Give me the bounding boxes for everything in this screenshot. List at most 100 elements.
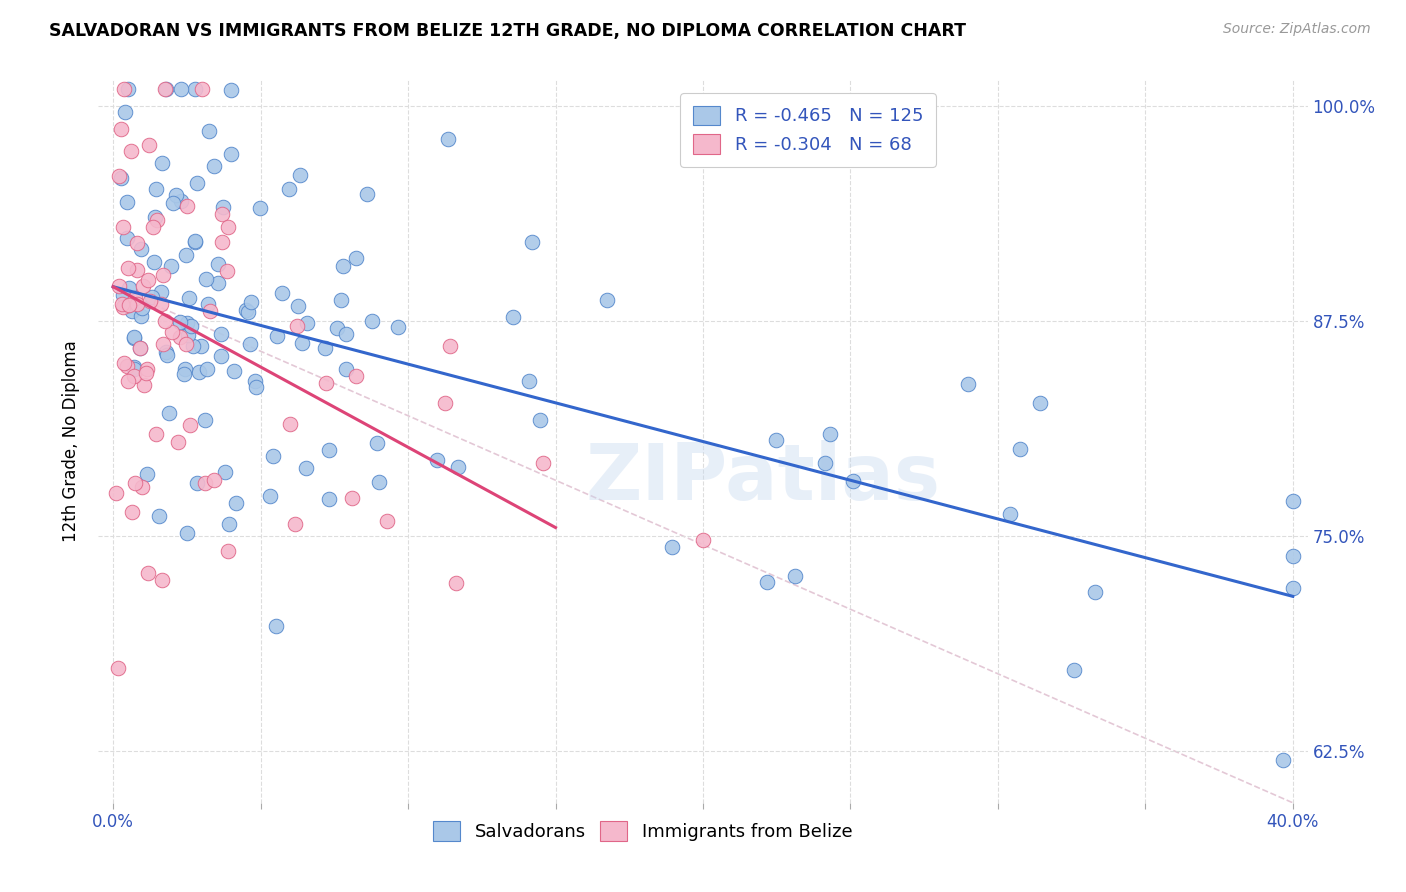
Point [502,310,524,324]
Point [176,199,198,213]
Point [121,304,143,318]
Point [129,342,152,356]
Point [1029,396,1052,410]
Point [176,328,198,343]
Point [335,362,357,376]
Point [239,337,262,351]
Point [330,293,353,307]
Point [136,273,159,287]
Point [332,259,354,273]
Point [285,318,308,333]
Point [294,461,316,475]
Point [184,82,207,96]
Point [153,314,176,328]
Point [235,302,257,317]
Point [146,212,169,227]
Point [122,331,145,345]
Point [361,314,384,328]
Point [149,285,172,299]
Point [1272,753,1295,767]
Point [367,475,389,490]
Point [155,345,177,359]
Point [211,235,233,249]
Point [124,291,146,305]
Point [169,315,191,329]
Point [132,279,155,293]
Point [117,82,139,96]
Point [437,132,460,146]
Point [195,272,218,286]
Point [340,491,363,505]
Point [207,257,229,271]
Point [143,210,166,224]
Point [122,359,145,374]
Point [157,406,180,420]
Point [135,366,157,380]
Point [215,264,238,278]
Text: Source: ZipAtlas.com: Source: ZipAtlas.com [1223,22,1371,37]
Point [115,359,138,374]
Point [1282,494,1305,508]
Point [202,159,225,173]
Point [197,296,219,310]
Point [209,327,232,342]
Point [245,380,267,394]
Point [173,362,195,376]
Point [148,508,170,523]
Point [998,507,1021,521]
Point [335,327,357,342]
Point [108,169,131,184]
Point [814,456,837,470]
Point [344,368,367,383]
Point [141,290,163,304]
Point [156,348,179,362]
Y-axis label: 12th Grade, No Diploma: 12th Grade, No Diploma [62,341,80,542]
Point [315,376,337,390]
Point [217,220,239,235]
Text: SALVADORAN VS IMMIGRANTS FROM BELIZE 12TH GRADE, NO DIPLOMA CORRELATION CHART: SALVADORAN VS IMMIGRANTS FROM BELIZE 12T… [49,22,966,40]
Point [271,285,294,300]
Point [142,219,165,234]
Point [170,82,193,96]
Point [211,206,233,220]
Point [153,82,176,96]
Point [131,301,153,315]
Point [135,467,157,481]
Legend: Salvadorans, Immigrants from Belize: Salvadorans, Immigrants from Belize [426,814,859,848]
Point [190,82,212,96]
Point [112,288,135,302]
Point [122,362,145,376]
Point [692,533,714,547]
Point [957,376,980,391]
Point [162,195,184,210]
Point [125,235,148,250]
Point [152,268,174,283]
Point [198,304,221,318]
Point [356,186,378,201]
Point [284,516,307,531]
Point [169,330,191,344]
Point [314,342,336,356]
Point [105,486,128,500]
Point [266,329,288,343]
Point [184,234,207,248]
Point [783,569,806,583]
Point [145,426,167,441]
Point [125,263,148,277]
Point [375,514,398,528]
Point [1008,442,1031,457]
Point [755,575,778,590]
Point [433,396,456,410]
Point [1282,582,1305,596]
Point [262,450,284,464]
Point [132,378,155,392]
Point [186,176,208,190]
Point [112,300,135,314]
Point [180,318,202,333]
Point [193,412,215,426]
Point [212,200,235,214]
Text: ZIPatlas: ZIPatlas [586,440,941,516]
Point [122,329,145,343]
Point [447,460,470,475]
Point [236,304,259,318]
